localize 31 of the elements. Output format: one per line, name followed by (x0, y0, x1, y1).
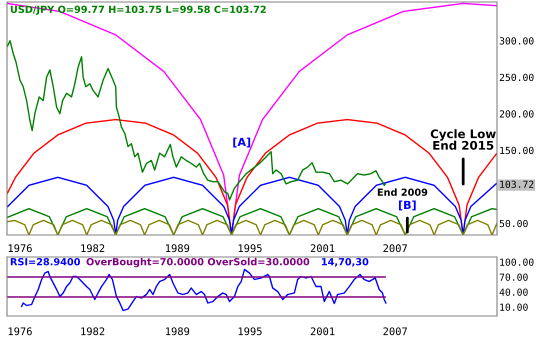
y-tick-label: 100.00 (500, 258, 534, 266)
x-tick-label: 2007 (383, 244, 407, 252)
x-tick-label: 2001 (310, 327, 334, 336)
x-tick-label: 1989 (166, 244, 190, 252)
y-tick-label: 150.00 (500, 146, 534, 154)
x-tick-label: 2001 (310, 244, 334, 252)
y-tick-label: 40.00 (500, 288, 528, 296)
annotation: [B] (398, 200, 416, 210)
chart-title: USD/JPY O=99.77 H=103.75 L=99.58 C=103.72 (10, 6, 266, 15)
y-tick-label: 300.00 (500, 37, 534, 45)
y-tick-label: 103.72 (500, 180, 534, 188)
annotation: [A] (233, 138, 250, 148)
chart-title: RSI=28.9400 (10, 258, 80, 266)
line-series (20, 268, 387, 312)
y-tick-label: 250.00 (500, 74, 534, 82)
x-tick-label: 1976 (8, 244, 32, 252)
annotation: 14,70,30 (322, 258, 368, 267)
x-tick-label: 2007 (383, 327, 407, 336)
y-tick-label: 50.00 (500, 220, 528, 228)
x-tick-label: 1989 (166, 327, 190, 336)
y-tick-label: 70.00 (500, 274, 528, 281)
x-tick-label: 1976 (8, 327, 32, 336)
chart-subtitle: OverBought=70.0000 OverSold=30.0000 (86, 258, 310, 268)
x-tick-label: 1995 (238, 244, 262, 252)
annotation: End 2009 (378, 188, 428, 196)
y-tick-label: 200.00 (500, 110, 534, 118)
x-tick-label: 1995 (238, 327, 262, 336)
x-tick-label: 1982 (81, 327, 104, 336)
y-tick-label: 10.00 (500, 304, 528, 311)
x-tick-label: 1982 (81, 244, 104, 252)
annotation: Cycle Low End 2015 (430, 129, 496, 150)
